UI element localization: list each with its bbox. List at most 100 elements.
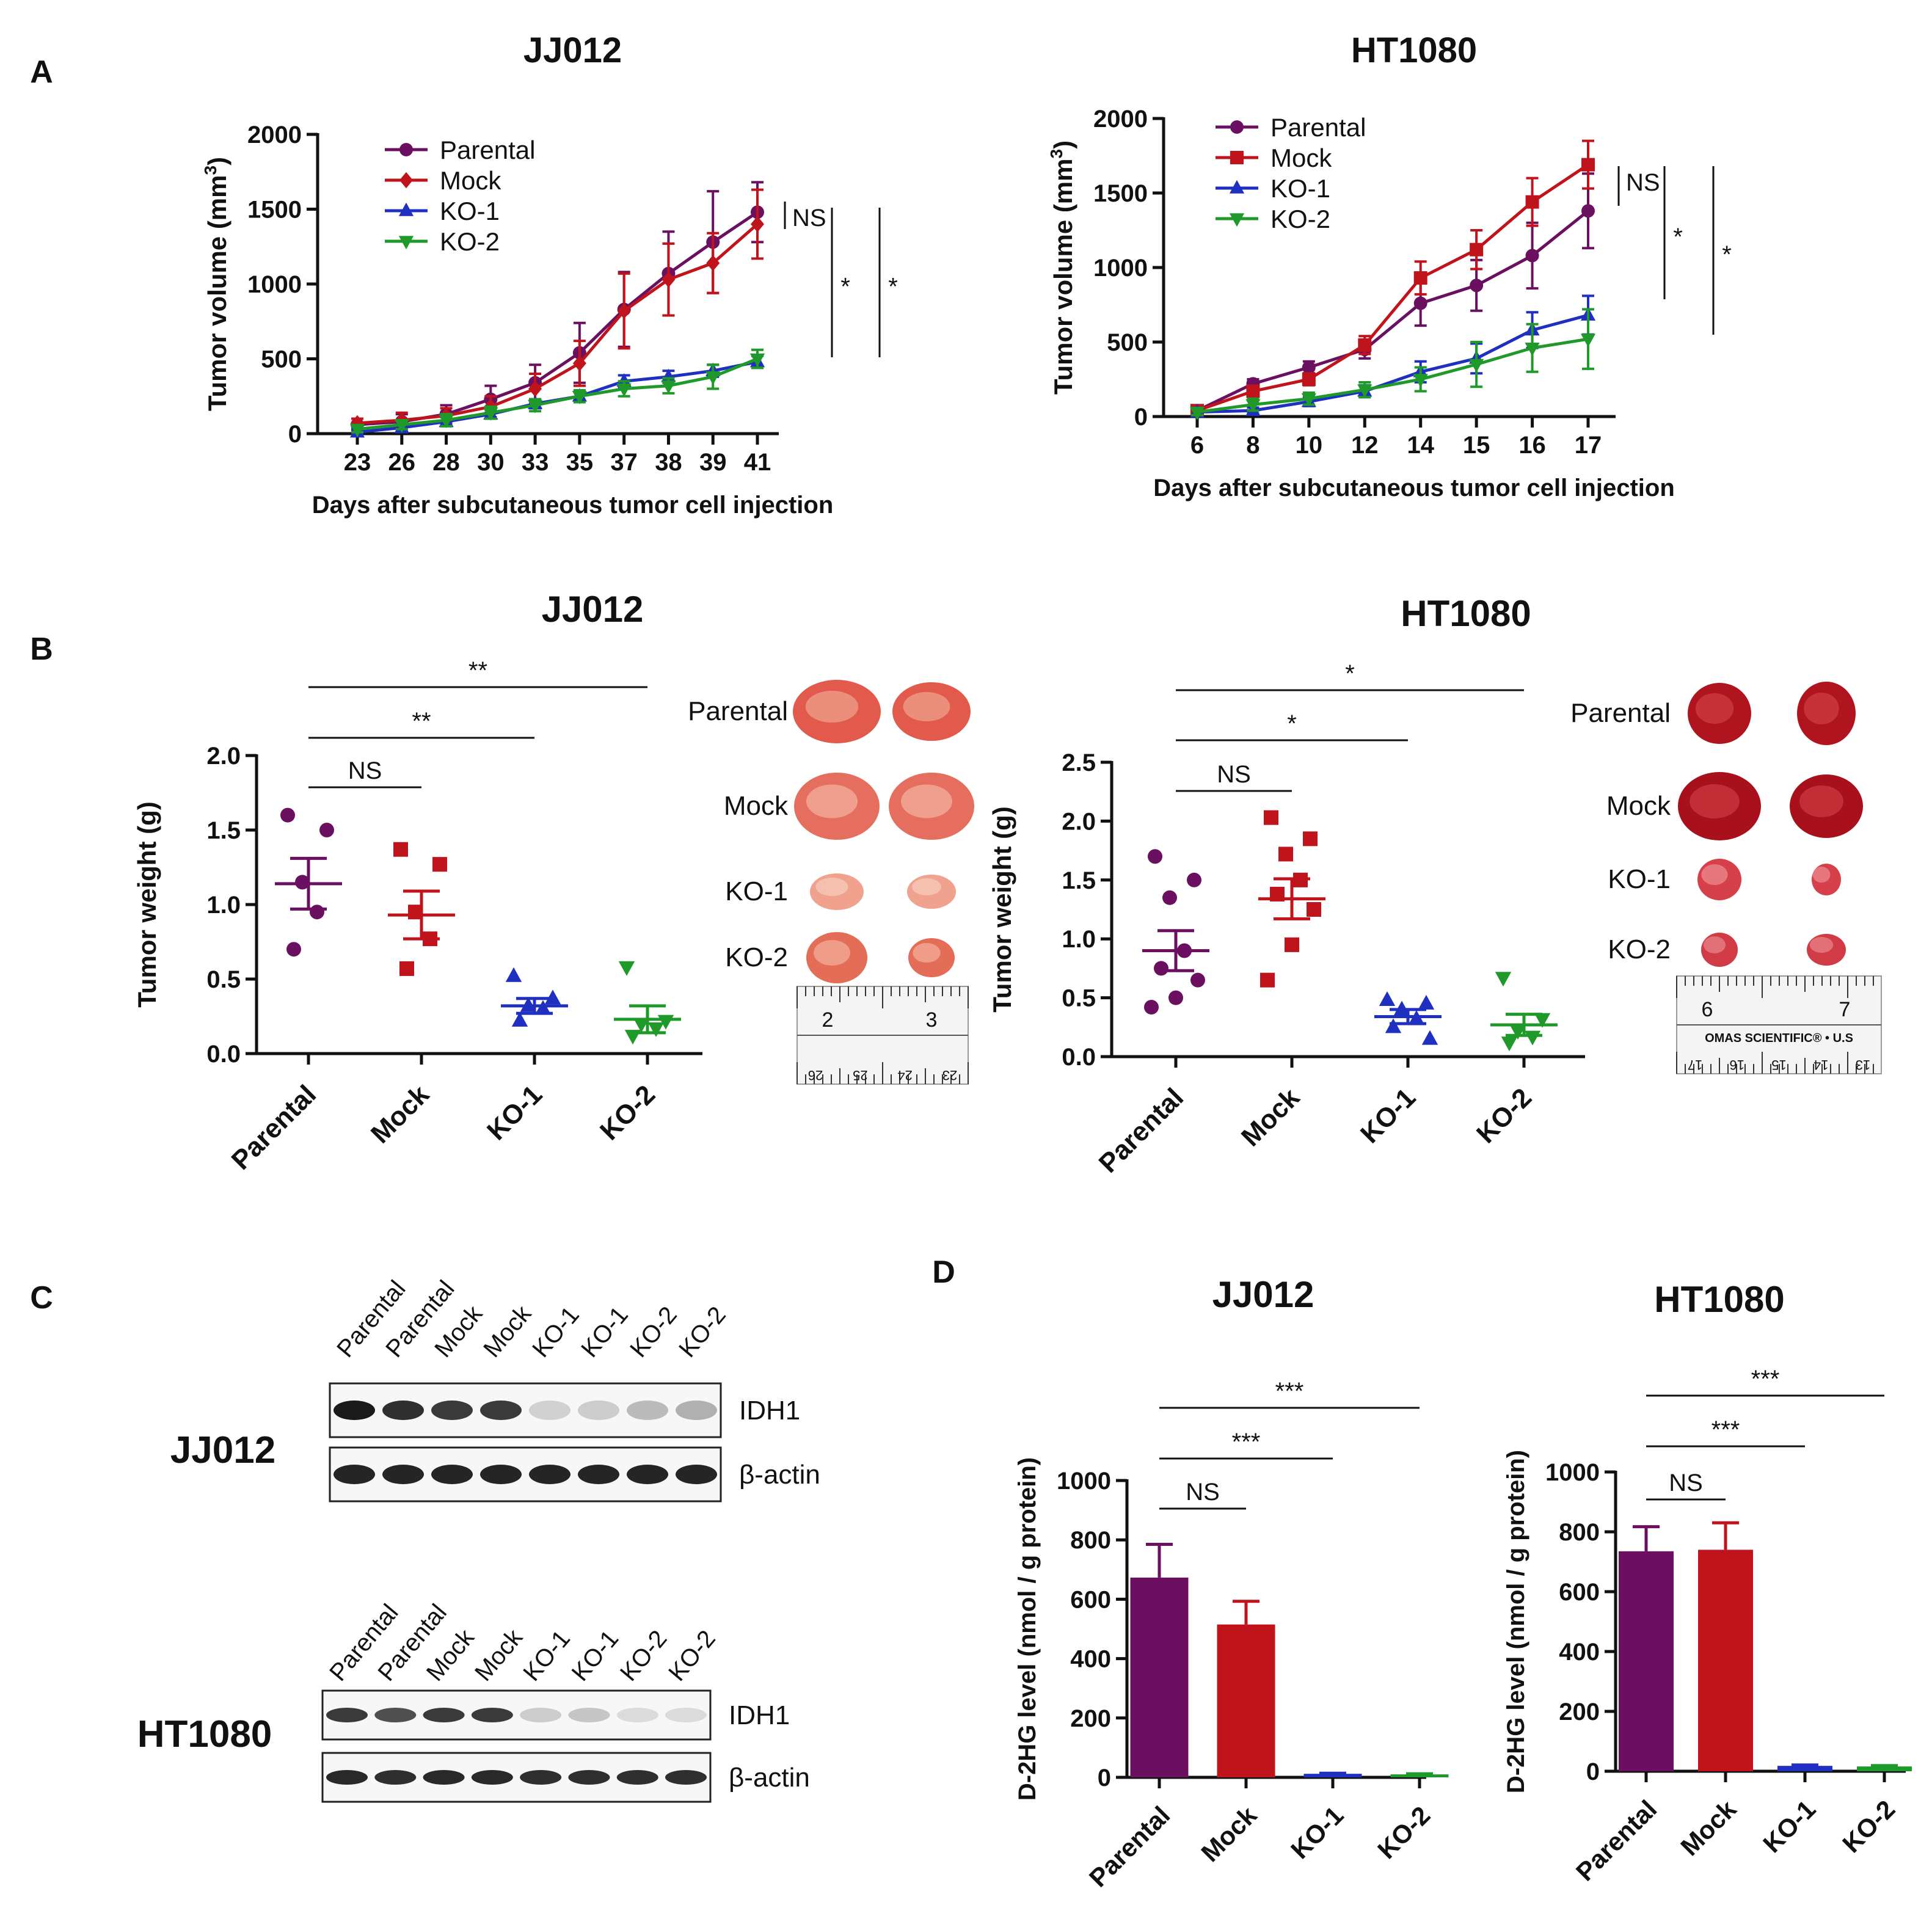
blot-1-band-IDH1 — [423, 1708, 465, 1722]
chart-D1-y-tick-label: 0 — [1098, 1765, 1111, 1791]
chart-A1-series-line-Parental — [357, 211, 759, 426]
chart-B2-point-KO-2 — [1534, 1013, 1551, 1028]
chart-B2-point-Parental — [1144, 1000, 1159, 1015]
chart-A2-y-label-close: ) — [1049, 140, 1077, 149]
chart-A1-point-KO-2 — [483, 407, 498, 421]
chart-D1-bracket-label-1: *** — [1232, 1429, 1261, 1455]
chart-B2-point-KO-2 — [1509, 1024, 1526, 1040]
chart-B2-point-Parental — [1148, 849, 1162, 864]
chart-A1-legend-label: Parental — [440, 136, 535, 164]
chart-A2-point-KO-2 — [1357, 384, 1372, 398]
chart-D1-x-tick-label: KO-2 — [1372, 1801, 1435, 1864]
chart-A2-x-tick-label: 6 — [1190, 432, 1204, 459]
chart-D2-x-tick-label: KO-1 — [1757, 1794, 1821, 1858]
blot-1-band-β-actin — [374, 1770, 417, 1785]
blot-0-target-label: IDH1 — [739, 1396, 800, 1426]
blot-0-lane-label: KO-2 — [625, 1302, 682, 1363]
chart-A1-legend-marker-Mock — [399, 172, 413, 189]
photo-1-row-label: KO-2 — [1608, 934, 1671, 964]
chart-B2-title: HT1080 — [1401, 593, 1531, 634]
chart-D1-y-tick-label: 400 — [1070, 1646, 1111, 1673]
photo-0-row-label: Parental — [688, 696, 788, 726]
blot-0-lane-label: KO-1 — [527, 1302, 585, 1363]
chart-A2-point-KO-2 — [1413, 374, 1428, 388]
blot-0-lane-label: KO-2 — [674, 1302, 731, 1363]
chart-B1-y-tick-label: 1.0 — [206, 892, 241, 919]
chart-A2-y-tick-label: 1000 — [1093, 255, 1148, 282]
chart-D2-y-tick-label: 200 — [1559, 1699, 1600, 1725]
chart-A2-legend-label: Parental — [1270, 113, 1366, 142]
chart-B2-point-KO-2 — [1495, 972, 1512, 987]
chart-D1-bar-KO-2 — [1390, 1774, 1449, 1777]
chart-D1-y-tick-label: 1000 — [1057, 1468, 1111, 1495]
chart-A2-y-tick-label: 1500 — [1093, 180, 1148, 207]
chart-B2-point-Parental — [1162, 890, 1177, 905]
blot-0-band-β-actin — [676, 1465, 717, 1484]
chart-B2-x-tick-label: KO-1 — [1355, 1082, 1421, 1149]
chart-B2-point-KO-2 — [1524, 1030, 1541, 1046]
chart-A1-significance-star-1: * — [840, 274, 850, 301]
chart-A2-y-label-superscript: 3 — [1047, 149, 1066, 159]
chart-A2-y-label: Tumor volume (mm3) — [1047, 140, 1077, 395]
blot-0-band-IDH1 — [480, 1401, 522, 1420]
chart-B2-x-tick-label: Mock — [1236, 1082, 1306, 1153]
chart-A2-point-KO-2 — [1189, 406, 1205, 420]
chart-D2-y-label: D-2HG level (nmol / g protein) — [1503, 1450, 1529, 1793]
chart-B2-point-Parental — [1187, 872, 1201, 887]
photo-0-ruler-number-mirrored: 26 — [808, 1068, 823, 1083]
chart-D2-bar-Mock — [1698, 1550, 1753, 1771]
panel-letter-d: D — [932, 1255, 955, 1290]
chart-A1-x-tick-label: 38 — [655, 449, 682, 476]
chart-A2-x-tick-label: 16 — [1518, 432, 1546, 459]
chart-A1-legend-marker-KO-2 — [398, 236, 414, 250]
chart-D1-x-tick-label: Mock — [1195, 1801, 1263, 1868]
chart-B2-y-label: Tumor weight (g) — [988, 806, 1016, 1013]
chart-A2-legend-label: KO-2 — [1270, 205, 1330, 233]
chart-A2-y-tick-label: 500 — [1107, 329, 1148, 356]
chart-B1-bracket-label-1: ** — [412, 708, 431, 735]
photo-1-tumor-highlight — [1812, 867, 1831, 883]
chart-D2-title: HT1080 — [1654, 1279, 1784, 1320]
chart-D1-bar-Mock — [1217, 1624, 1275, 1777]
chart-A2-x-tick-label: 15 — [1463, 432, 1490, 459]
chart-A1-x-label: Days after subcutaneous tumor cell injec… — [312, 492, 834, 519]
chart-D2-y-tick-label: 600 — [1559, 1579, 1600, 1606]
photo-1-ruler-number-mirrored: 17 — [1688, 1057, 1702, 1073]
chart-A1-y-tick-label: 0 — [288, 421, 302, 448]
chart-A2-point-Parental — [1413, 296, 1427, 310]
blot-1-band-β-actin — [520, 1770, 562, 1785]
chart-B1-y-tick-label: 0.5 — [206, 966, 241, 993]
chart-A2-series-line-Mock — [1197, 163, 1589, 412]
blot-1-band-IDH1 — [374, 1708, 417, 1722]
chart-B1-bracket-label-2: ** — [468, 657, 487, 684]
chart-B1-point-Parental — [319, 823, 334, 837]
photo-0-row-label: KO-1 — [725, 876, 788, 906]
chart-B1-y-label: Tumor weight (g) — [133, 801, 161, 1008]
blot-0-lane-label: Mock — [478, 1300, 537, 1363]
chart-A2-point-KO-2 — [1580, 333, 1596, 348]
photo-1-tumor-highlight — [1704, 936, 1726, 953]
chart-A1-point-Mock — [706, 255, 720, 271]
chart-A1-point-Mock — [662, 271, 676, 288]
chart-A1-point-KO-2 — [572, 390, 587, 404]
chart-A2-y-tick-label: 0 — [1134, 404, 1148, 431]
blot-1-lane-label: KO-1 — [518, 1625, 575, 1686]
chart-A1-point-KO-2 — [749, 353, 765, 367]
photo-1-ruler-number-mirrored: 15 — [1771, 1057, 1786, 1073]
chart-D1-bracket-label-0: NS — [1186, 1479, 1220, 1506]
blot-0-band-IDH1 — [334, 1401, 375, 1420]
chart-A2-legend-marker-Parental — [1230, 120, 1244, 134]
chart-A1-point-KO-1 — [616, 373, 632, 387]
chart-A1-point-KO-2 — [528, 399, 543, 413]
chart-D2-y-tick-label: 400 — [1559, 1639, 1600, 1666]
chart-A2-point-Parental — [1581, 204, 1595, 218]
blot-1-lane-label: KO-1 — [567, 1625, 624, 1686]
chart-B1-point-KO-2 — [618, 961, 635, 976]
photo-1-ruler-number-mirrored: 14 — [1814, 1057, 1828, 1073]
photo-1-tumor-highlight — [1809, 937, 1834, 953]
chart-B2-point-Parental — [1154, 961, 1168, 976]
chart-D2-bar-KO-1 — [1777, 1766, 1832, 1771]
chart-A2-significance-ns: NS — [1626, 169, 1660, 196]
chart-A1-point-KO-2 — [616, 383, 632, 397]
chart-B2-point-KO-1 — [1421, 1030, 1438, 1045]
